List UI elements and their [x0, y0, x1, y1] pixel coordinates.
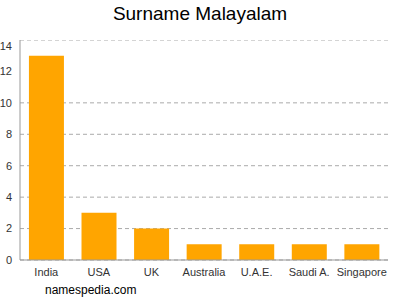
svg-text:8: 8 [8, 128, 12, 140]
svg-text:USA: USA [88, 266, 111, 278]
svg-text:10: 10 [8, 97, 12, 109]
svg-text:12: 12 [8, 65, 12, 77]
svg-text:6: 6 [8, 160, 12, 172]
html-text:Surname Malayalam: Surname Malayalam [112, 3, 288, 24]
svg-text:UK: UK [144, 266, 160, 278]
svg-text:4: 4 [8, 191, 12, 203]
svg-text:India: India [34, 266, 59, 278]
svg-text:Australia: Australia [183, 266, 227, 278]
svg-text:Singapore: Singapore [337, 266, 387, 278]
svg-text:0: 0 [8, 254, 12, 266]
svg-text:Saudi A.: Saudi A. [289, 266, 330, 278]
svg-text:2: 2 [8, 222, 12, 234]
html-text:namespedia.com: namespedia.com [45, 283, 137, 297]
svg-text:14: 14 [8, 40, 12, 52]
svg-text:U.A.E.: U.A.E. [241, 266, 273, 278]
